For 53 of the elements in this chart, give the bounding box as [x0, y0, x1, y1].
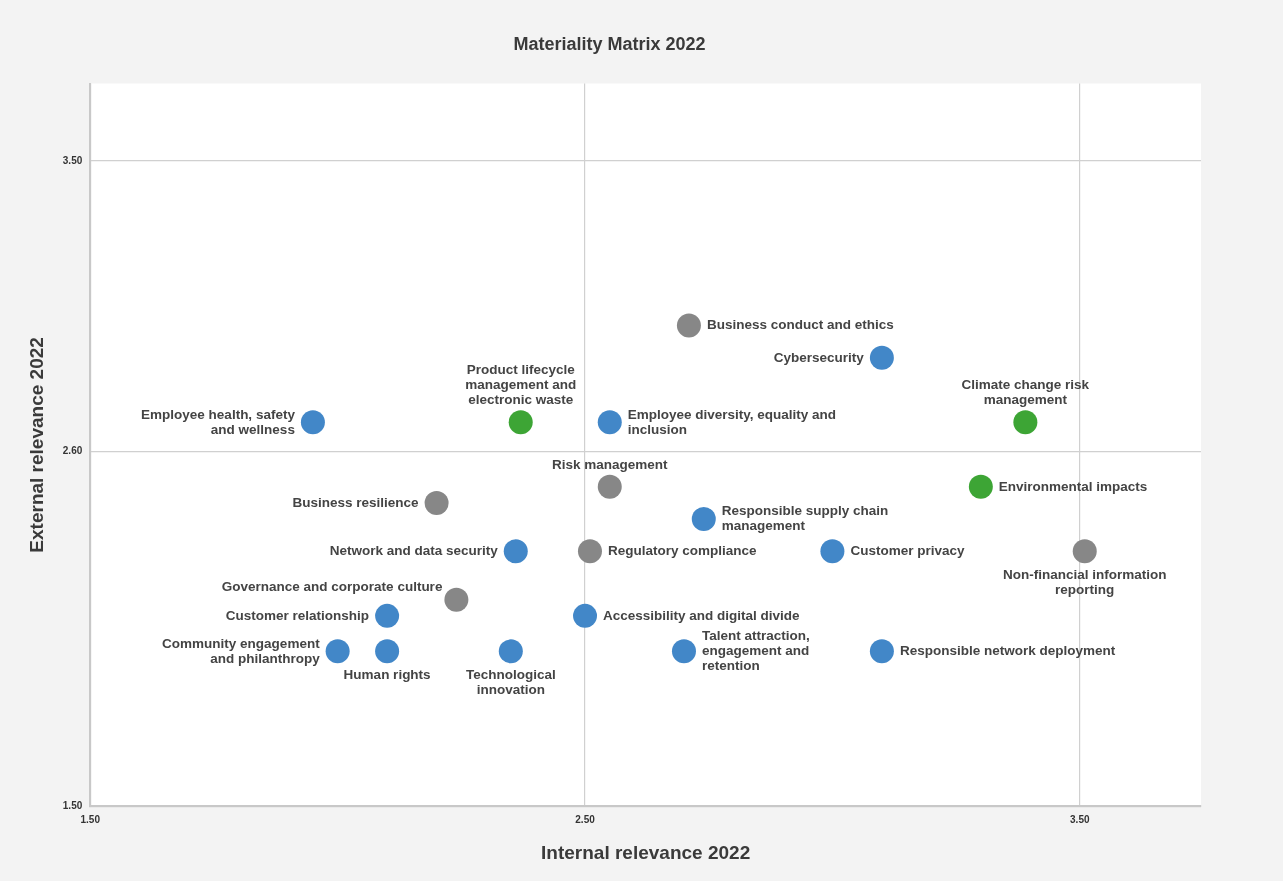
annotation: Customer privacy: [850, 543, 965, 559]
annotation: Technological innovation: [465, 667, 556, 698]
annotation: Non-financial information reporting: [1002, 567, 1167, 598]
annotation: Climate change risk management: [961, 377, 1090, 408]
annotation: Customer relationship: [225, 607, 370, 623]
chart-title: Materiality Matrix 2022: [513, 33, 706, 54]
point: [375, 603, 400, 628]
point: [325, 639, 350, 664]
annotation: Human rights: [343, 667, 431, 683]
point: [1072, 539, 1097, 564]
point: [968, 474, 993, 499]
x-axis-title: Internal relevance 2022: [541, 841, 751, 863]
annotation: Environmental impacts: [998, 478, 1148, 494]
annotation: Accessibility and digital divide: [603, 607, 801, 623]
point: [300, 410, 325, 435]
point: [671, 639, 696, 664]
point: [1013, 410, 1038, 435]
point: [577, 539, 602, 564]
point: [869, 345, 894, 370]
x-tick-label: 1.50: [80, 813, 101, 825]
annotation: Network and data security: [329, 543, 499, 559]
annotation: Business conduct and ethics: [706, 317, 894, 333]
annotation: Business resilience: [292, 494, 420, 510]
annotation: Employee diversity, equality and inclusion: [627, 406, 837, 437]
annotation: Governance and corporate culture: [221, 579, 443, 595]
annotation: Regulatory compliance: [607, 543, 757, 559]
y-tick-label: 1.50: [62, 799, 83, 811]
y-tick-label: 2.60: [62, 445, 83, 457]
point: [508, 410, 533, 435]
annotation: Employee health, safety and wellness: [141, 406, 296, 437]
point: [424, 490, 449, 515]
point: [597, 410, 622, 435]
annotation: Talent attraction, engagement and retention: [701, 628, 810, 674]
annotation: Responsible supply chain management: [721, 503, 889, 534]
x-tick-label: 3.50: [1070, 813, 1090, 825]
point: [691, 507, 716, 532]
point: [869, 639, 894, 664]
annotation: Product lifecycle management and electronic waste: [465, 362, 577, 408]
y-tick-label: 3.50: [62, 154, 83, 166]
x-tick-label: 2.50: [575, 813, 596, 825]
point: [676, 313, 701, 338]
annotation: Risk management: [551, 456, 669, 472]
y-axis-title: External relevance 2022: [25, 337, 47, 553]
annotation: Responsible network deployment: [899, 643, 1116, 659]
point: [573, 603, 598, 628]
point: [444, 587, 469, 612]
point: [503, 539, 528, 564]
point: [597, 474, 622, 499]
point: [498, 639, 523, 664]
point: [820, 539, 845, 564]
annotation: Cybersecurity: [773, 349, 865, 365]
point: [375, 639, 400, 664]
annotation: Community engagement and philanthropy: [162, 635, 321, 666]
